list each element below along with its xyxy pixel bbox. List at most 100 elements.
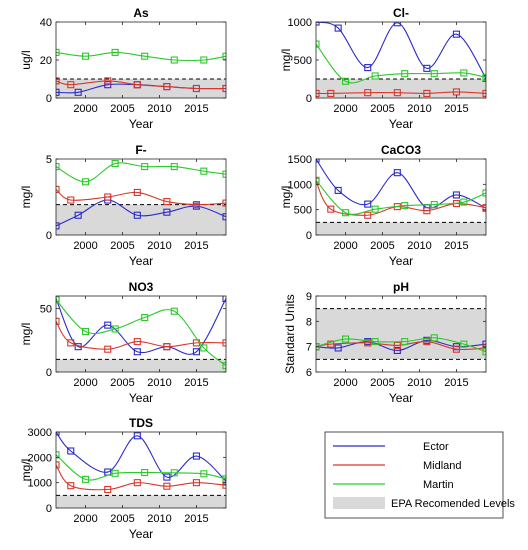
x-tick-label: 2000	[333, 103, 357, 115]
data-point-midland	[163, 83, 171, 91]
series-line-martin	[316, 179, 486, 215]
data-point-martin	[56, 296, 60, 304]
x-axis-label: Year	[129, 254, 153, 268]
panel-title: NO3	[129, 280, 154, 294]
y-axis-label: mg/l	[279, 186, 293, 209]
x-tick-label: 2015	[184, 513, 208, 525]
x-tick-label: 2005	[370, 377, 394, 389]
data-point-midland	[222, 199, 226, 207]
data-point-martin	[430, 334, 438, 342]
data-point-midland	[482, 344, 486, 352]
data-point-martin	[460, 198, 468, 206]
data-point-midland	[104, 485, 112, 494]
data-point-martin	[141, 52, 149, 60]
x-tick-label: 2010	[407, 377, 431, 389]
y-tick-label: 0	[46, 93, 52, 105]
x-tick-label: 2015	[184, 103, 208, 115]
data-point-midland	[222, 481, 226, 489]
legend-swatch-area	[333, 497, 385, 509]
data-point-ector	[423, 64, 431, 72]
legend-label: EPA Recomended Levels	[391, 498, 515, 510]
series-line-ector	[56, 432, 226, 482]
data-point-martin	[141, 313, 149, 322]
epa-range-band	[316, 79, 486, 98]
data-point-midland	[104, 345, 112, 353]
series-group	[56, 48, 226, 96]
x-tick-label: 2000	[333, 377, 357, 389]
data-point-midland	[452, 88, 460, 96]
data-point-martin	[170, 307, 178, 315]
data-point-midland	[192, 84, 200, 93]
series-group	[316, 159, 486, 219]
axes-frame	[55, 295, 227, 373]
y-tick-label: 500	[294, 55, 312, 67]
legend: Ector Midland Martin EPA Recomended Levels	[324, 431, 515, 519]
y-tick-label: 0	[46, 230, 52, 242]
panel-ph: 2000 2005 2010 2015 6 7 8 9 pH Year Standard Units	[283, 280, 487, 405]
data-point-martin	[460, 340, 468, 348]
data-point-midland	[393, 89, 401, 97]
x-tick-label: 2015	[184, 240, 208, 252]
data-point-midland	[104, 193, 112, 201]
data-point-martin	[111, 469, 119, 477]
legend-label: Martin	[423, 479, 454, 491]
x-tick-label: 2005	[110, 513, 134, 525]
y-tick-label: 1000	[288, 17, 312, 29]
data-point-martin	[141, 468, 149, 477]
data-point-martin	[482, 73, 486, 82]
data-point-martin	[200, 56, 208, 64]
x-tick-label: 2005	[110, 240, 134, 252]
series-group	[56, 432, 226, 494]
axes-frame	[55, 158, 227, 236]
series-line-midland	[56, 188, 226, 206]
y-axis-label: mg/l	[19, 186, 33, 209]
data-point-martin	[342, 209, 350, 217]
y-tick-label: 20	[40, 55, 52, 67]
series-line-martin	[316, 43, 486, 84]
data-point-midland	[222, 339, 226, 347]
legend-item: Midland	[333, 460, 462, 472]
data-point-martin	[222, 475, 226, 483]
data-point-midland	[364, 211, 372, 219]
data-point-martin	[82, 475, 90, 483]
data-point-ector	[133, 432, 141, 440]
data-point-midland	[364, 339, 372, 347]
data-point-ector	[364, 200, 372, 208]
series-line-midland	[316, 341, 486, 351]
data-point-martin	[316, 176, 320, 184]
data-point-ector	[67, 447, 75, 455]
data-point-martin	[371, 338, 379, 346]
data-point-ector	[56, 88, 60, 96]
data-point-midland	[327, 205, 335, 213]
data-point-midland	[67, 196, 75, 204]
data-point-martin	[401, 338, 409, 346]
series-line-midland	[316, 91, 486, 95]
series-line-martin	[56, 454, 226, 481]
x-tick-label: 2015	[444, 240, 468, 252]
panel-title: Cl-	[393, 6, 409, 20]
data-point-midland	[316, 89, 320, 97]
y-tick-label: 3000	[28, 427, 52, 439]
data-point-ector	[192, 452, 200, 460]
series-line-midland	[56, 321, 226, 350]
x-axis-label: Year	[389, 391, 413, 405]
data-point-martin	[111, 325, 119, 333]
panel-title: CaCO3	[381, 143, 421, 157]
y-tick-label: 50	[40, 304, 52, 316]
x-axis-label: Year	[129, 117, 153, 131]
series-line-martin	[56, 162, 226, 183]
data-point-martin	[222, 362, 226, 370]
series-line-martin	[316, 337, 486, 353]
data-point-martin	[170, 56, 178, 64]
data-point-martin	[371, 205, 379, 213]
data-point-martin	[342, 77, 350, 85]
panel-tds: 2000 2005 2010 2015 0 1000 2000 3000 TDS Year mg/l	[19, 416, 227, 541]
axes-frame	[315, 158, 487, 236]
data-point-ector	[74, 211, 82, 219]
data-point-ector	[222, 296, 226, 303]
legend-item: EPA Recomended Levels	[333, 497, 515, 510]
epa-range-band	[56, 204, 226, 235]
data-point-ector	[393, 346, 401, 355]
data-point-martin	[111, 48, 119, 56]
data-point-midland	[133, 338, 141, 346]
